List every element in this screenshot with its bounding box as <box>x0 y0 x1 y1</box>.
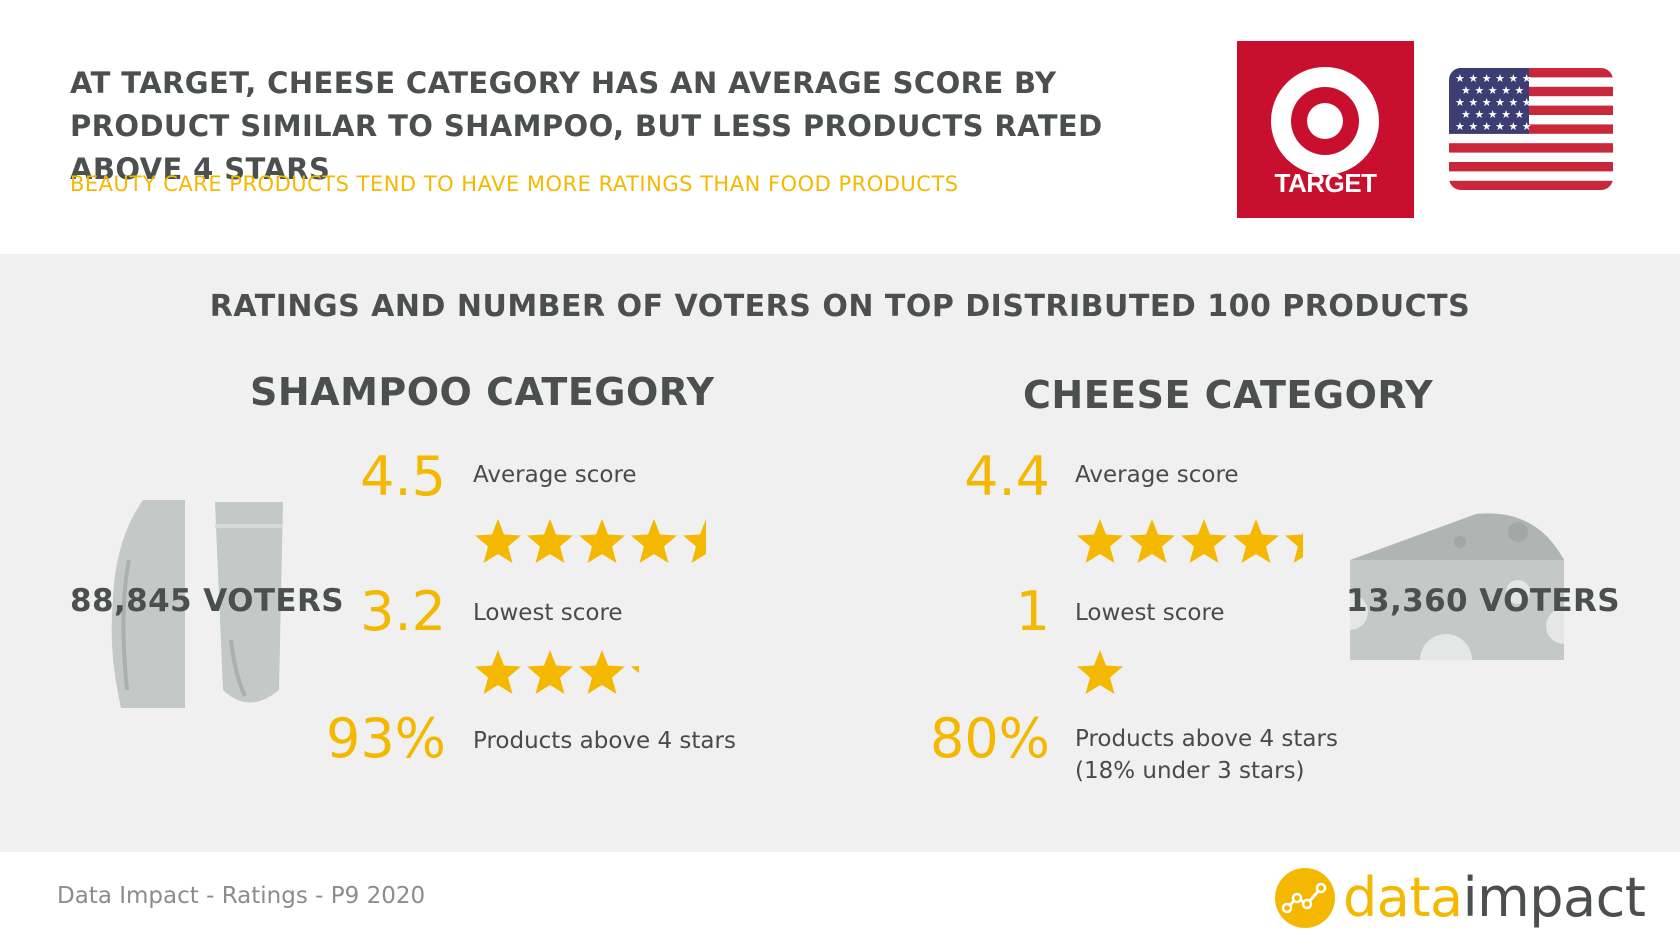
cheese-wedge-icon <box>1348 512 1566 666</box>
star-icon <box>577 648 627 696</box>
star-icon <box>525 517 575 565</box>
cheese-lowest-stars <box>1075 648 1125 696</box>
brand-word-impact: impact <box>1462 866 1646 929</box>
cheese-lowest-value: 1 <box>1015 580 1050 643</box>
cheese-average-label: Average score <box>1075 462 1239 488</box>
target-logo-text: TARGET <box>1274 168 1377 198</box>
line-chart-icon <box>1275 868 1335 928</box>
star-icon <box>525 648 575 696</box>
star-icon <box>1075 517 1125 565</box>
cheese-average-value: 4.4 <box>964 445 1050 508</box>
svg-text:★ ★ ★ ★ ★ ★: ★ ★ ★ ★ ★ ★ <box>1455 120 1532 133</box>
star-icon <box>473 517 523 565</box>
cheese-voters: 13,360 VOTERS <box>1346 583 1620 619</box>
cheese-average-stars <box>1075 517 1333 565</box>
header: AT TARGET, CHEESE CATEGORY HAS AN AVERAG… <box>0 0 1680 254</box>
target-logo: TARGET <box>1237 41 1414 218</box>
shampoo-lowest-stars <box>473 648 679 696</box>
headline: AT TARGET, CHEESE CATEGORY HAS AN AVERAG… <box>70 66 1103 186</box>
panel-title: RATINGS AND NUMBER OF VOTERS ON TOP DIST… <box>209 289 1471 324</box>
dataimpact-logo: dataimpact <box>1275 866 1646 930</box>
shampoo-voters: 88,845 VOTERS <box>70 583 344 619</box>
star-icon <box>681 517 731 565</box>
shampoo-bottles-icon <box>105 500 285 714</box>
shampoo-lowest-value: 3.2 <box>360 580 446 643</box>
shampoo-above-label: Products above 4 stars <box>473 728 736 754</box>
star-icon <box>473 648 523 696</box>
brand-word-data: data <box>1343 866 1463 929</box>
cheese-category-title: CHEESE CATEGORY <box>1023 373 1434 417</box>
dataimpact-wordmark: dataimpact <box>1343 866 1646 929</box>
star-icon <box>629 648 679 696</box>
cheese-above-note: (18% under 3 stars) <box>1075 758 1305 784</box>
star-icon <box>1283 517 1333 565</box>
shampoo-average-stars <box>473 517 731 565</box>
cheese-above-label: Products above 4 stars <box>1075 726 1338 752</box>
svg-text:★ ★ ★ ★ ★: ★ ★ ★ ★ ★ <box>1461 108 1524 121</box>
us-flag-icon: ★ ★ ★ ★ ★ ★ ★ ★ ★ ★ ★ ★ ★ ★ ★ ★ ★ ★ ★ ★ … <box>1449 68 1613 190</box>
star-icon <box>629 517 679 565</box>
footer-source: Data Impact - Ratings - P9 2020 <box>57 883 426 909</box>
star-icon <box>1075 648 1125 696</box>
shampoo-lowest-label: Lowest score <box>473 600 623 626</box>
star-icon <box>577 517 627 565</box>
svg-text:★ ★ ★ ★ ★: ★ ★ ★ ★ ★ <box>1461 84 1524 97</box>
subline: BEAUTY CARE PRODUCTS TEND TO HAVE MORE R… <box>70 172 959 196</box>
shampoo-average-value: 4.5 <box>360 445 446 508</box>
shampoo-above-value: 93% <box>325 707 446 770</box>
cheese-above-value: 80% <box>929 707 1050 770</box>
shampoo-average-label: Average score <box>473 462 637 488</box>
star-icon <box>1231 517 1281 565</box>
svg-text:★ ★ ★ ★ ★ ★: ★ ★ ★ ★ ★ ★ <box>1455 72 1532 85</box>
svg-text:★ ★ ★ ★ ★ ★: ★ ★ ★ ★ ★ ★ <box>1455 96 1532 109</box>
shampoo-category-title: SHAMPOO CATEGORY <box>250 370 715 414</box>
star-icon <box>1127 517 1177 565</box>
star-icon <box>1179 517 1229 565</box>
cheese-lowest-label: Lowest score <box>1075 600 1225 626</box>
